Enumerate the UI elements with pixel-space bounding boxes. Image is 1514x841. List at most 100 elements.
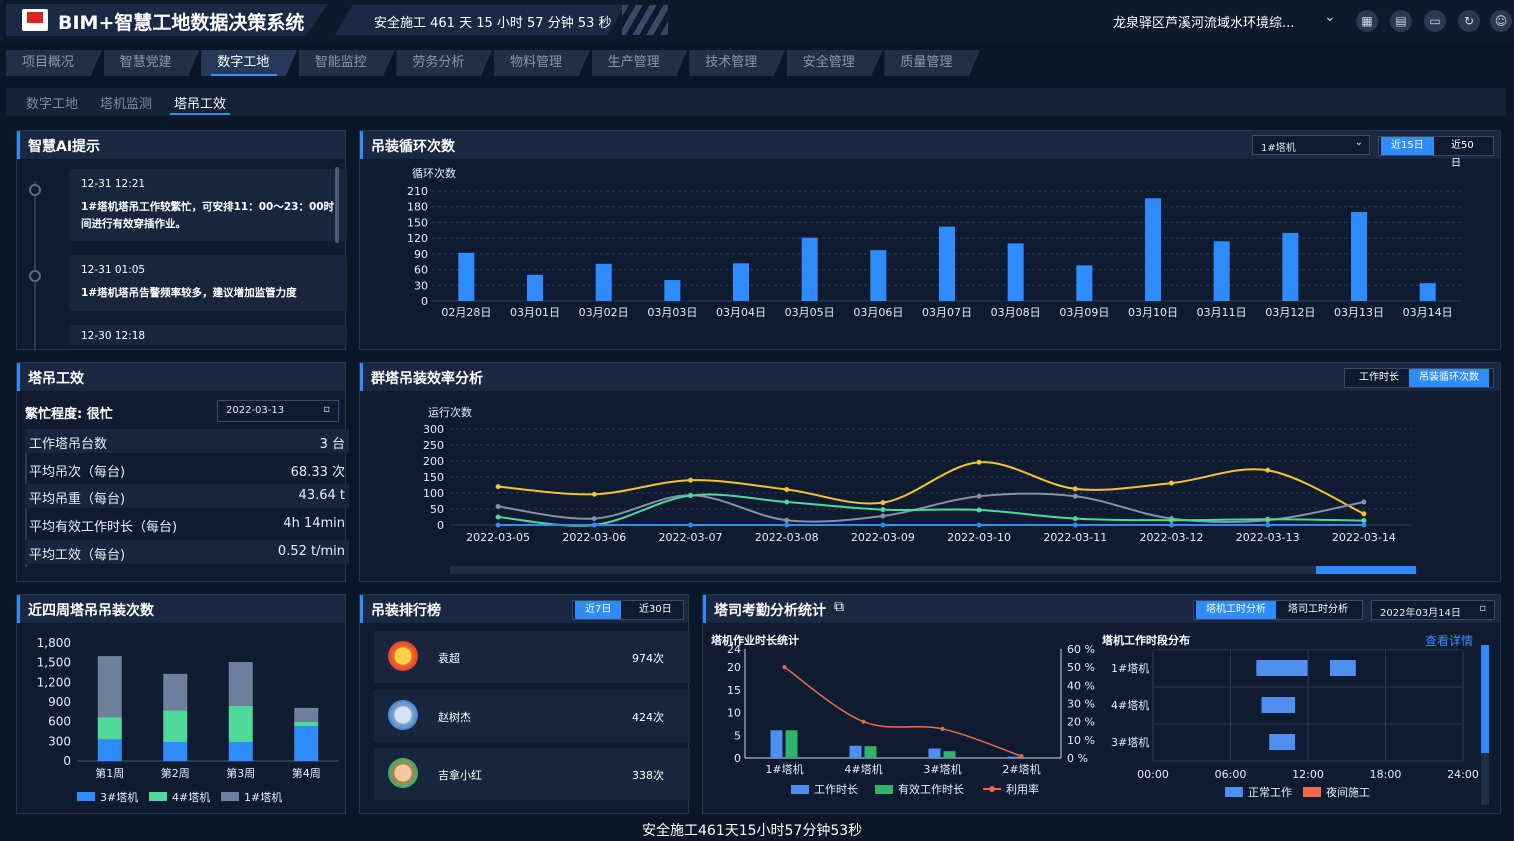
data-point [1072, 522, 1078, 528]
nav-tab-2[interactable]: 数字工地 [201, 50, 298, 76]
x-tick-label: 2022-03-09 [851, 531, 915, 544]
nav-tab-8[interactable]: 安全管理 [786, 50, 883, 76]
data-point [591, 522, 597, 528]
nav-tab-3[interactable]: 智能监控 [298, 50, 395, 76]
bar [595, 263, 612, 301]
rank-item[interactable]: 袁超 974次 [374, 631, 690, 683]
rank-item[interactable]: 赵树杰 424次 [374, 690, 690, 742]
data-point [1169, 480, 1174, 486]
nav-tab-1[interactable]: 智慧党建 [103, 50, 200, 76]
nav-tab-7[interactable]: 技术管理 [689, 50, 786, 76]
data-point [591, 516, 597, 522]
cycle-count-button[interactable]: 吊装循环次数 [1409, 369, 1489, 387]
nav-tab-0[interactable]: 项目概况 [6, 50, 102, 76]
range-15-button[interactable]: 近15日 [1381, 137, 1434, 155]
data-point [880, 513, 886, 519]
data-point [861, 719, 866, 724]
y-tick-label: 90 [414, 248, 428, 261]
y-tick-label: 24 [727, 645, 741, 656]
row-label: 4#塔机 [1111, 698, 1149, 712]
legend-label: 1#塔机 [244, 790, 282, 804]
data-point [940, 726, 945, 731]
worktime-button[interactable]: 工作时长 [1349, 369, 1409, 387]
nav-tab-9[interactable]: 质量管理 [884, 50, 981, 76]
scrollbar-thumb[interactable] [1481, 645, 1489, 753]
data-point [688, 493, 693, 499]
utilization-line [784, 666, 1022, 757]
project-selector[interactable]: 龙泉驿区芦溪河流域水环境综... [1113, 16, 1295, 31]
ai-tip-card[interactable]: 12-31 12:21 1#塔机塔吊工作较繁忙，可安排11：00～23：00时间… [69, 169, 347, 241]
gold-medal-icon [388, 641, 418, 671]
rank-count: 424次 [632, 711, 664, 724]
rank-name: 袁超 [438, 652, 460, 665]
x-tick-label: 03月14日 [1403, 306, 1453, 319]
zoom-slider-track[interactable] [450, 566, 1416, 574]
nav-tab-5[interactable]: 物料管理 [494, 50, 590, 76]
crane-select[interactable]: 1#塔机 ⌄ [1252, 135, 1370, 155]
x-tick-label: 第1周 [95, 766, 124, 780]
legend-swatch [875, 785, 893, 794]
x-tick-label: 2022-03-06 [562, 531, 626, 544]
x-tick-label: 第2周 [161, 766, 190, 780]
export-icon[interactable]: ⧉ [834, 599, 844, 615]
zoom-slider-handle[interactable] [1316, 566, 1416, 574]
data-point [1072, 493, 1078, 499]
x-tick-label: 18:00 [1370, 768, 1402, 781]
y2-tick-label: 20 % [1067, 716, 1095, 729]
crane-hours-button[interactable]: 塔机工时分析 [1196, 601, 1276, 619]
monitor-icon[interactable]: ▭ [1424, 10, 1446, 32]
series-line-0 [498, 461, 1365, 515]
x-tick-label: 2022-03-07 [659, 531, 723, 544]
nav-tab-6[interactable]: 生产管理 [591, 50, 688, 76]
y-tick-label: 600 [48, 715, 71, 729]
x-tick-label: 03月10日 [1128, 306, 1178, 319]
weekly-panel: 近四周塔吊吊装次数 0 300 600 900 1,200 1,500 1,800 第1周 第2… [16, 594, 346, 814]
rank-name: 吉拿小红 [438, 769, 482, 782]
data-point [976, 493, 982, 499]
data-point [784, 517, 790, 523]
date-picker[interactable]: 2022-03-13 ▫ [217, 400, 339, 422]
sub-tab-1[interactable]: 塔机监测 [100, 97, 153, 112]
legend-label: 利用率 [1006, 782, 1039, 796]
bar [1419, 283, 1436, 301]
bar [733, 263, 749, 301]
rank-30d-button[interactable]: 近30日 [629, 601, 682, 619]
calendar-icon: ▫ [1479, 603, 1486, 614]
refresh-icon[interactable]: ↻ [1458, 10, 1480, 32]
efficiency-title: 塔吊工效 [28, 371, 84, 387]
rank-item[interactable]: 吉拿小红 338次 [374, 748, 690, 800]
bar [870, 250, 887, 301]
timeline-dot [29, 184, 41, 196]
y-axis-label: 运行次数 [428, 405, 472, 419]
sub-tab-2[interactable]: 塔吊工效 [170, 93, 231, 115]
legend-swatch [149, 792, 167, 801]
view-details-link[interactable]: 查看详情 [1425, 634, 1474, 648]
data-point [880, 522, 886, 528]
x-tick-label: 3#塔机 [923, 762, 961, 776]
nav-tab-4[interactable]: 劳务分析 [396, 50, 493, 76]
document-icon[interactable]: ▤ [1390, 10, 1412, 32]
data-point [1361, 499, 1367, 505]
sub-nav-bar [6, 88, 1506, 116]
cycle-chart: 循环次数 0 30 60 90 120 150 180 210 02月28日 03月01日 03月02… [407, 166, 1462, 319]
user-icon[interactable]: ☺ [1490, 10, 1512, 32]
stat-value: 0.52 t/min [277, 543, 345, 559]
range-50-button[interactable]: 近50日 [1441, 137, 1493, 169]
stat-label: 平均工效（每台) [29, 547, 126, 563]
driver-hours-button[interactable]: 塔司工时分析 [1278, 601, 1358, 619]
bar-work-hours [1007, 756, 1020, 758]
bar-work-hours [770, 730, 783, 758]
grid-icon[interactable]: ▦ [1356, 10, 1378, 32]
ai-tip-card[interactable]: 12-31 01:05 1#塔机塔吊告警频率较多，建议增加监管力度 [69, 255, 347, 311]
rank-7d-button[interactable]: 近7日 [575, 601, 622, 619]
date-picker[interactable]: 2022年03月14日 ▫ [1371, 600, 1495, 620]
bar [1007, 243, 1024, 301]
sub-tab-0[interactable]: 数字工地 [26, 97, 79, 112]
scrollbar[interactable] [335, 167, 339, 243]
y2-tick-label: 30 % [1067, 698, 1095, 711]
x-tick-label: 1#塔机 [765, 762, 803, 776]
ai-tip-card[interactable]: 12-30 12:18 [69, 325, 347, 345]
rank-count: 338次 [632, 769, 664, 782]
chevron-down-icon[interactable]: ⌄ [1324, 9, 1336, 25]
group-chart: 运行次数 0 50 100 150 200 250 300 2022-03-05 2022-03-… [423, 405, 1412, 544]
